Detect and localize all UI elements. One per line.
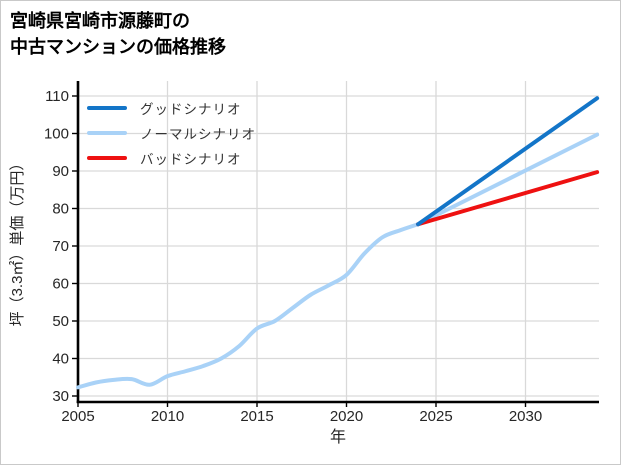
y-tick-label: 110 [45, 88, 69, 105]
y-tick-label: 90 [52, 163, 69, 180]
legend-item-bad-scenario: バッドシナリオ [87, 149, 256, 167]
forecast-line-normal [416, 132, 600, 227]
y-tick-label: 40 [52, 351, 69, 368]
chart-legend: グッドシナリオ ノーマルシナリオ バッドシナリオ [87, 99, 256, 167]
chart-title-line-2: 中古マンションの価格推移 [10, 37, 226, 58]
x-tick-label: 2020 [330, 408, 363, 425]
x-tick-label: 2025 [419, 408, 452, 425]
legend-label-bad-scenario: バッドシナリオ [140, 151, 242, 167]
x-tick-label: 2005 [61, 408, 94, 425]
y-axis-label: 坪（3.3㎡）単価（万円） [9, 156, 26, 327]
y-tick-label: 60 [52, 276, 69, 293]
forecast-line-good [416, 96, 600, 227]
x-tick-label: 2030 [509, 408, 542, 425]
y-tick-label: 80 [52, 201, 69, 218]
x-tick-label: 2015 [240, 408, 273, 425]
bad-scenario-line-swatch-icon [87, 155, 127, 160]
normal-scenario-line-swatch-icon [87, 130, 127, 135]
y-tick-label: 50 [52, 313, 69, 330]
chart-title: 宮崎県宮崎市源藤町の 中古マンションの価格推移 [10, 8, 226, 60]
y-tick-label: 30 [52, 388, 69, 405]
y-tick-label: 70 [52, 238, 69, 255]
legend-label-good-scenario: グッドシナリオ [140, 101, 242, 117]
chart-title-line-1: 宮崎県宮崎市源藤町の [10, 11, 190, 31]
history-price-line [76, 222, 421, 390]
good-scenario-line-swatch-icon [87, 105, 127, 110]
legend-label-normal-scenario: ノーマルシナリオ [140, 126, 256, 142]
x-axis-label: 年 [330, 428, 346, 446]
forecast-line-bad [416, 170, 600, 227]
y-tick-label: 100 [44, 126, 69, 143]
legend-item-normal-scenario: ノーマルシナリオ [87, 124, 256, 142]
legend-item-good-scenario: グッドシナリオ [87, 99, 256, 117]
x-tick-label: 2010 [151, 408, 184, 425]
